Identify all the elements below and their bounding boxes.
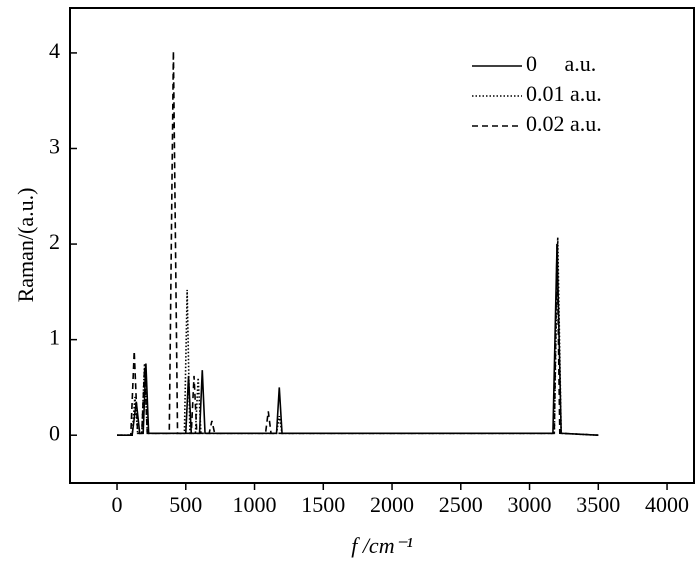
y-tick-label: 4 [49,38,60,63]
y-tick-label: 0 [49,420,60,445]
x-tick-label: 1500 [301,492,345,517]
legend-label: 0.01 a.u. [526,81,602,106]
x-tick-label: 1000 [233,492,277,517]
legend-label: 0.02 a.u. [526,111,602,136]
y-tick-label: 1 [49,325,60,350]
x-tick-label: 4000 [645,492,689,517]
x-tick-label: 2000 [370,492,414,517]
series-line [117,51,599,437]
x-tick-label: 0 [112,492,123,517]
x-tick-label: 2500 [439,492,483,517]
plot-frame [69,7,695,484]
y-axis-label: Raman/(a.u.) [13,188,38,303]
series-line [117,237,599,437]
x-tick-label: 500 [169,492,202,517]
x-tick-label: 3000 [508,492,552,517]
x-tick-label: 3500 [576,492,620,517]
legend-label: 0 a.u. [526,51,596,76]
y-tick-label: 2 [49,229,60,254]
y-tick-label: 3 [49,134,60,159]
series-line [117,244,599,437]
x-axis-label: f /cm⁻¹ [351,533,413,558]
